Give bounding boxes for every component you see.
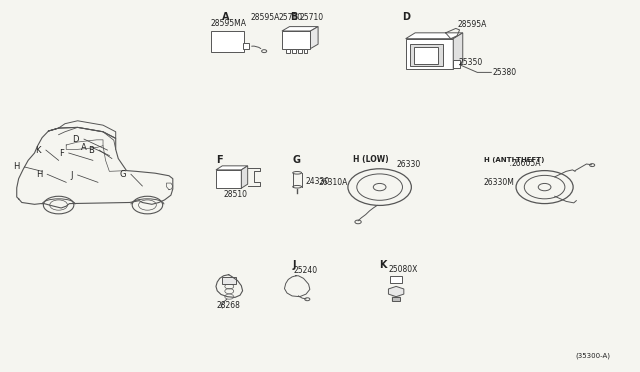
Polygon shape	[282, 26, 318, 31]
Bar	[243, 44, 249, 49]
Polygon shape	[241, 166, 248, 188]
Polygon shape	[406, 33, 463, 39]
Bar	[390, 276, 402, 283]
Polygon shape	[310, 26, 318, 49]
Text: D: D	[403, 12, 410, 22]
Bar	[392, 297, 400, 301]
Text: 28595MA: 28595MA	[211, 19, 247, 28]
Text: B: B	[290, 12, 298, 22]
Text: 25080X: 25080X	[388, 265, 418, 274]
Polygon shape	[216, 166, 248, 170]
Text: H (ANTI-THEFT): H (ANTI-THEFT)	[484, 157, 544, 163]
Text: 28595A: 28595A	[457, 20, 486, 29]
Text: K: K	[379, 260, 387, 270]
Text: G: G	[119, 170, 126, 179]
Bar	[286, 49, 290, 52]
Bar	[282, 31, 310, 49]
Text: J: J	[292, 260, 296, 270]
Text: H (LOW): H (LOW)	[353, 155, 388, 164]
Polygon shape	[388, 286, 404, 296]
Text: 26605A: 26605A	[511, 159, 541, 168]
Text: G: G	[292, 155, 300, 165]
Text: 28510: 28510	[223, 190, 248, 199]
Text: 26330: 26330	[396, 160, 420, 169]
Bar	[211, 31, 244, 52]
Text: D: D	[72, 135, 79, 144]
Text: 25380: 25380	[493, 68, 516, 77]
Text: 28595A: 28595A	[250, 13, 280, 22]
Text: (35300-A): (35300-A)	[575, 352, 611, 359]
Bar	[222, 277, 236, 284]
Polygon shape	[453, 33, 463, 69]
Text: K: K	[35, 145, 41, 155]
Text: 25710: 25710	[278, 13, 302, 22]
Text: H: H	[36, 170, 42, 179]
Text: 25710: 25710	[299, 13, 323, 22]
Text: B: B	[88, 145, 94, 155]
Text: 25350: 25350	[458, 58, 483, 67]
Text: 26330M: 26330M	[484, 178, 515, 187]
Bar	[410, 44, 443, 66]
Text: 28268: 28268	[216, 301, 240, 310]
Text: 25240: 25240	[293, 266, 317, 275]
Text: F: F	[59, 148, 64, 157]
Bar	[453, 60, 460, 68]
Text: F: F	[216, 155, 223, 165]
Text: 26310A: 26310A	[319, 178, 348, 187]
Bar	[406, 39, 453, 69]
Text: H: H	[13, 163, 19, 171]
Bar	[298, 49, 301, 52]
Text: J: J	[70, 170, 72, 180]
Bar	[414, 47, 438, 64]
Bar	[292, 49, 296, 52]
Bar	[303, 49, 307, 52]
Text: A: A	[221, 12, 229, 22]
Bar	[216, 170, 241, 188]
Text: 24330: 24330	[305, 177, 330, 186]
Text: A: A	[81, 142, 86, 152]
